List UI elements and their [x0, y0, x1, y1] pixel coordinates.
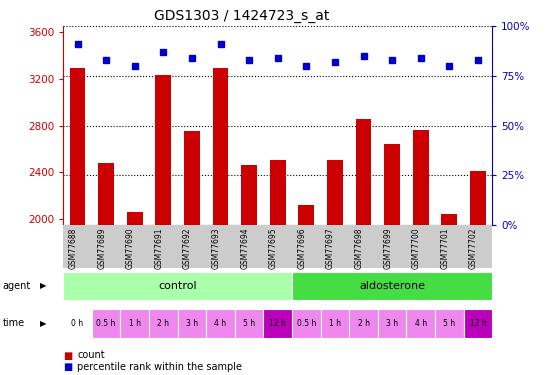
Text: GSM77688: GSM77688	[69, 227, 78, 268]
Text: 4 h: 4 h	[214, 319, 227, 328]
Bar	[349, 309, 378, 338]
Text: ■: ■	[63, 351, 73, 360]
Text: 3 h: 3 h	[186, 319, 198, 328]
Text: GSM77699: GSM77699	[383, 227, 392, 269]
Text: 5 h: 5 h	[443, 319, 455, 328]
Bar	[241, 165, 257, 375]
Bar	[378, 309, 406, 338]
Bar	[464, 309, 492, 338]
Bar	[321, 309, 349, 338]
Text: 1 h: 1 h	[129, 319, 141, 328]
Bar	[327, 159, 343, 375]
Bar	[270, 159, 285, 375]
Bar	[178, 309, 206, 338]
Text: GSM77690: GSM77690	[126, 227, 135, 269]
Bar	[299, 205, 314, 375]
Bar	[406, 309, 435, 338]
Text: GSM77701: GSM77701	[441, 227, 449, 268]
Bar	[263, 309, 292, 338]
Text: GSM77696: GSM77696	[298, 227, 306, 269]
Text: 12 h: 12 h	[270, 319, 286, 328]
Bar	[156, 75, 171, 375]
Text: 2 h: 2 h	[358, 319, 370, 328]
Bar	[384, 144, 400, 375]
Bar	[235, 309, 263, 338]
Text: GSM77698: GSM77698	[355, 227, 364, 268]
Bar	[120, 309, 149, 338]
Bar	[98, 163, 114, 375]
Text: GSM77689: GSM77689	[97, 227, 106, 268]
Text: 0 h: 0 h	[72, 319, 84, 328]
Text: GSM77700: GSM77700	[412, 227, 421, 269]
Text: aldosterone: aldosterone	[359, 281, 425, 291]
Bar	[63, 272, 292, 300]
Bar	[92, 309, 120, 338]
Text: 4 h: 4 h	[415, 319, 427, 328]
Bar	[206, 309, 235, 338]
Text: ▶: ▶	[40, 319, 46, 328]
Bar	[442, 214, 457, 375]
Bar	[213, 68, 228, 375]
Bar	[149, 309, 178, 338]
Text: GSM77695: GSM77695	[269, 227, 278, 269]
Text: GSM77697: GSM77697	[326, 227, 335, 269]
Text: 1 h: 1 h	[329, 319, 341, 328]
Text: ■: ■	[63, 362, 73, 372]
Text: GSM77693: GSM77693	[212, 227, 221, 269]
Text: GSM77692: GSM77692	[183, 227, 192, 268]
Bar	[63, 309, 92, 338]
Text: 0.5 h: 0.5 h	[296, 319, 316, 328]
Text: ▶: ▶	[40, 281, 46, 290]
Bar	[435, 309, 464, 338]
Text: time: time	[3, 318, 25, 328]
Text: 12 h: 12 h	[470, 319, 486, 328]
Text: 3 h: 3 h	[386, 319, 398, 328]
Text: 2 h: 2 h	[157, 319, 169, 328]
Bar	[70, 68, 85, 375]
Text: GSM77694: GSM77694	[240, 227, 249, 269]
Text: percentile rank within the sample: percentile rank within the sample	[77, 362, 242, 372]
Bar	[184, 132, 200, 375]
Bar	[127, 212, 142, 375]
Text: 0.5 h: 0.5 h	[96, 319, 116, 328]
Text: GSM77702: GSM77702	[469, 227, 478, 268]
Bar	[292, 272, 492, 300]
Bar	[470, 171, 486, 375]
Text: agent: agent	[3, 281, 31, 291]
Text: 5 h: 5 h	[243, 319, 255, 328]
Bar	[413, 130, 428, 375]
Text: GDS1303 / 1424723_s_at: GDS1303 / 1424723_s_at	[155, 9, 329, 23]
Bar	[356, 118, 371, 375]
Text: count: count	[77, 351, 104, 360]
Bar	[292, 309, 321, 338]
Text: control: control	[158, 281, 197, 291]
Text: GSM77691: GSM77691	[155, 227, 163, 268]
